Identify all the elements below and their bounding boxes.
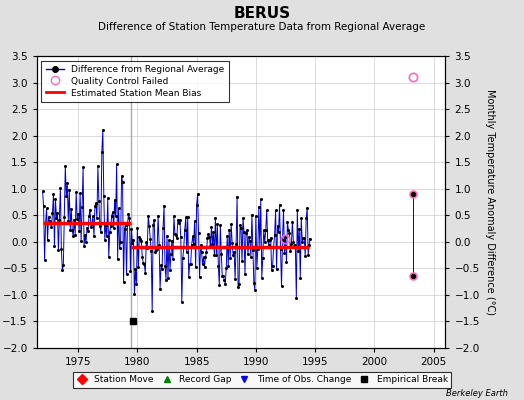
Y-axis label: Monthly Temperature Anomaly Difference (°C): Monthly Temperature Anomaly Difference (… [485, 89, 495, 315]
Legend: Station Move, Record Gap, Time of Obs. Change, Empirical Break: Station Move, Record Gap, Time of Obs. C… [73, 372, 451, 388]
Text: Difference of Station Temperature Data from Regional Average: Difference of Station Temperature Data f… [99, 22, 425, 32]
Text: Berkeley Earth: Berkeley Earth [446, 389, 508, 398]
Text: BERUS: BERUS [233, 6, 291, 21]
Legend: Difference from Regional Average, Quality Control Failed, Estimated Station Mean: Difference from Regional Average, Qualit… [41, 60, 229, 102]
